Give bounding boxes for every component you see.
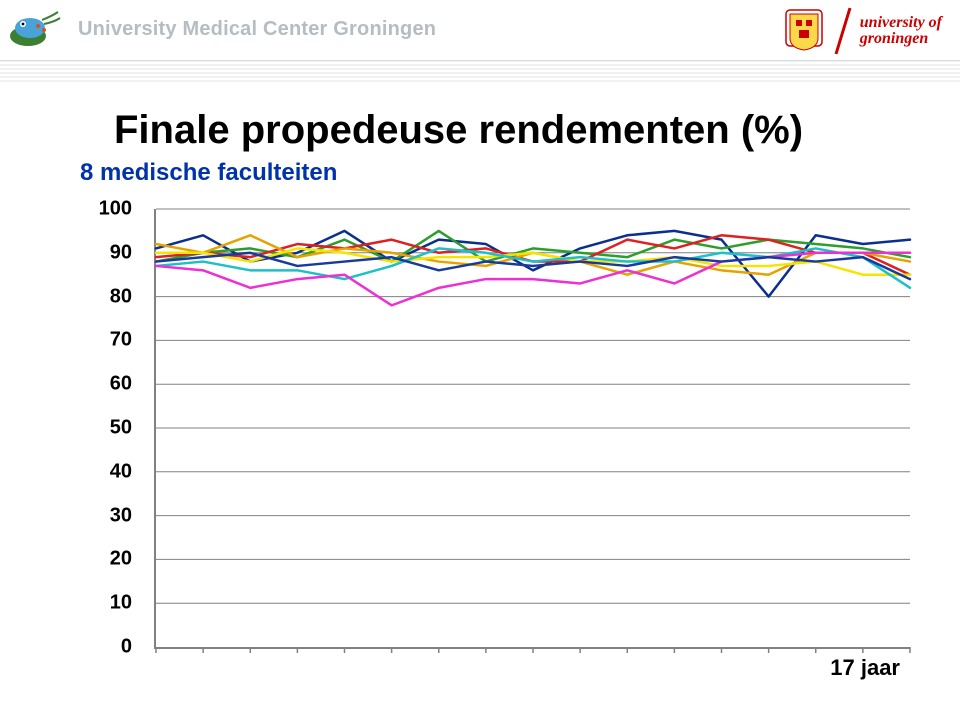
slide-title: Finale propedeuse rendementen (%): [114, 108, 930, 153]
slide-header: University Medical Center Groningen univ…: [0, 0, 960, 78]
chart-container: 0102030405060708090100 17 jaar: [90, 209, 910, 649]
umcg-title: University Medical Center Groningen: [78, 18, 436, 41]
y-tick-label: 30: [110, 504, 132, 527]
chart-svg: [156, 209, 910, 647]
x-axis-note: 17 jaar: [830, 655, 900, 681]
slide-body: Finale propedeuse rendementen (%) 8 medi…: [80, 108, 930, 649]
rug-logo-block: university of groningen: [784, 6, 942, 56]
y-tick-label: 90: [110, 241, 132, 264]
chart-plot-area: [154, 209, 910, 649]
rug-slash-icon: [832, 6, 854, 56]
y-tick-label: 20: [110, 548, 132, 571]
umcg-logo-icon: [8, 6, 64, 50]
y-tick-label: 70: [110, 329, 132, 352]
y-tick-label: 100: [99, 198, 132, 221]
y-tick-label: 50: [110, 417, 132, 440]
rug-wordmark: university of groningen: [860, 15, 942, 47]
y-tick-label: 40: [110, 460, 132, 483]
y-axis-labels: 0102030405060708090100: [90, 209, 146, 649]
rug-line2: groningen: [860, 31, 942, 47]
rug-line1: university of: [860, 15, 942, 31]
rug-crest-icon: [784, 8, 824, 54]
y-tick-label: 60: [110, 373, 132, 396]
y-tick-label: 10: [110, 592, 132, 615]
header-stripes: [0, 60, 960, 82]
y-tick-label: 0: [121, 636, 132, 659]
slide-subtitle: 8 medische faculteiten: [80, 159, 930, 187]
y-tick-label: 80: [110, 285, 132, 308]
